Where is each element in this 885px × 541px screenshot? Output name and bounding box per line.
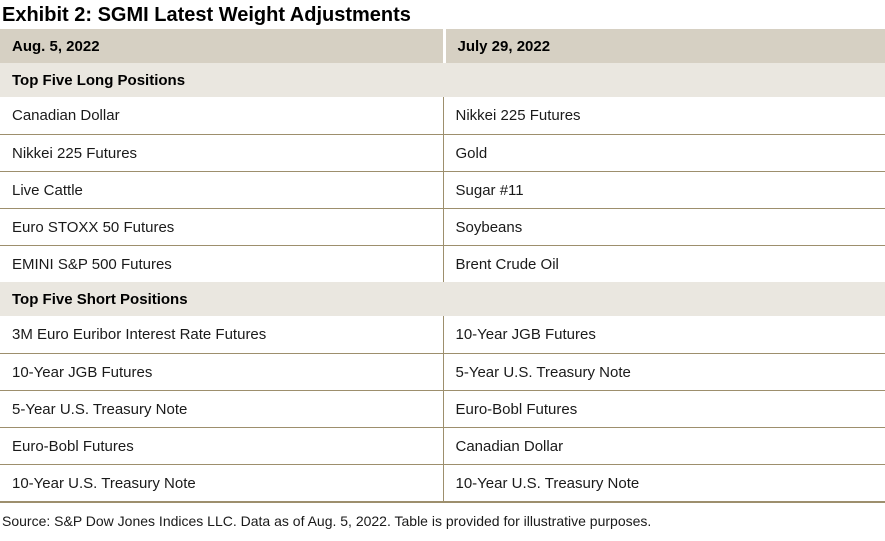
table-row: 5-Year U.S. Treasury Note Euro-Bobl Futu… (0, 390, 885, 427)
cell-right: Brent Crude Oil (442, 246, 885, 282)
table-row: Euro STOXX 50 Futures Soybeans (0, 208, 885, 245)
cell-left: Euro STOXX 50 Futures (12, 218, 175, 236)
cell-right: 10-Year JGB Futures (442, 316, 885, 353)
cell-left: Euro-Bobl Futures (12, 437, 134, 455)
column-header-row: Aug. 5, 2022 July 29, 2022 (0, 29, 885, 63)
cell-right: 10-Year U.S. Treasury Note (442, 465, 885, 501)
column-header-july-29-2022: July 29, 2022 (442, 29, 885, 63)
cell-left: 10-Year U.S. Treasury Note (12, 474, 196, 492)
table-row: Canadian Dollar Nikkei 225 Futures (0, 97, 885, 134)
column-header-aug-5-2022: Aug. 5, 2022 (0, 29, 443, 63)
table-row: 3M Euro Euribor Interest Rate Futures 10… (0, 316, 885, 353)
table-row: Euro-Bobl Futures Canadian Dollar (0, 427, 885, 464)
cell-right: Canadian Dollar (442, 428, 885, 464)
section-header-top-five-long-positions: Top Five Long Positions (0, 63, 885, 97)
source-note: Source: S&P Dow Jones Indices LLC. Data … (2, 513, 652, 529)
cell-left: 3M Euro Euribor Interest Rate Futures (12, 326, 267, 343)
cell-left: 5-Year U.S. Treasury Note (12, 400, 188, 418)
section-header-top-five-short-positions: Top Five Short Positions (0, 282, 885, 316)
cell-left: Canadian Dollar (12, 107, 120, 124)
cell-left: 10-Year JGB Futures (12, 363, 153, 381)
cell-left: Nikkei 225 Futures (12, 144, 138, 162)
cell-right: Nikkei 225 Futures (442, 97, 885, 134)
cell-right: 5-Year U.S. Treasury Note (442, 354, 885, 390)
table-row: Nikkei 225 Futures Gold (0, 134, 885, 171)
cell-right: Gold (442, 135, 885, 171)
exhibit-title: Exhibit 2: SGMI Latest Weight Adjustment… (2, 4, 411, 26)
cell-left: EMINI S&P 500 Futures (12, 255, 172, 273)
cell-right: Soybeans (442, 209, 885, 245)
cell-right: Euro-Bobl Futures (442, 391, 885, 427)
cell-left: Live Cattle (12, 181, 83, 199)
table-row: 10-Year JGB Futures 5-Year U.S. Treasury… (0, 353, 885, 390)
table-row: 10-Year U.S. Treasury Note 10-Year U.S. … (0, 464, 885, 501)
cell-right: Sugar #11 (442, 172, 885, 208)
table-row: Live Cattle Sugar #11 (0, 171, 885, 208)
weight-adjustments-table: Aug. 5, 2022 July 29, 2022 Top Five Long… (0, 29, 885, 503)
table-row: EMINI S&P 500 Futures Brent Crude Oil (0, 245, 885, 282)
